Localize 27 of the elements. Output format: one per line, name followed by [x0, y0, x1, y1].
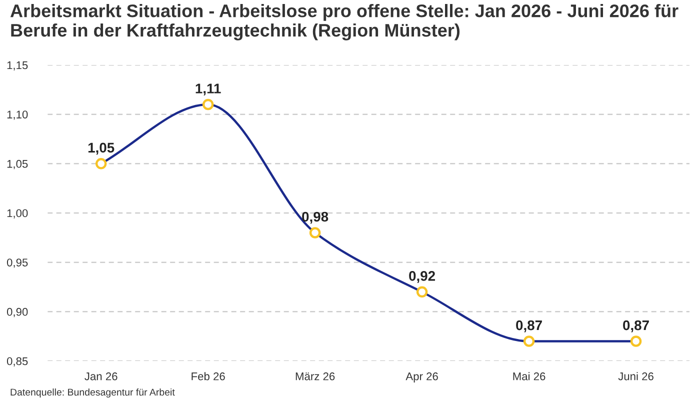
x-tick-label: Jan 26 — [84, 372, 118, 380]
x-tick-label: Apr 26 — [406, 372, 438, 382]
chart-title: Arbeitsmarkt Situation - Arbeitslose pro offene Stelle: Jan 2026 - Juni 2026 für Berufe in der Kraftfahrzeugtechnik (Region Münster) — [10, 4, 678, 40]
point — [202, 98, 214, 110]
y-tick-label: 1,05 — [7, 160, 28, 170]
point — [309, 227, 321, 238]
y-tick-label: 0,85 — [6, 357, 28, 366]
data-label: 1,11 — [196, 84, 221, 96]
text: Datenquelle: Bundesagentur für Arbeit — [10, 388, 175, 398]
point — [416, 286, 428, 298]
y-tick-label: 1,15 — [7, 61, 28, 70]
y-tick-label: 1,10 — [7, 110, 28, 120]
point — [630, 336, 642, 347]
y-tick-label: 0,95 — [6, 258, 28, 268]
data-label: 1,05 — [88, 142, 114, 155]
point — [95, 158, 107, 170]
y-tick-label: 0,90 — [6, 308, 28, 318]
x-tick-label: Feb 26 — [192, 372, 225, 380]
point — [523, 336, 535, 347]
x-tick-label: März 26 — [296, 372, 335, 380]
data-label: 0,87 — [516, 320, 542, 332]
x-tick-label: Juni 26 — [618, 372, 654, 380]
y-tick-label: 1,00 — [7, 209, 28, 218]
data-label: 0,98 — [302, 212, 328, 224]
data-label: 0,87 — [623, 320, 649, 332]
x-tick-label: Mai 26 — [513, 372, 546, 380]
data-label: 0,92 — [409, 271, 436, 283]
